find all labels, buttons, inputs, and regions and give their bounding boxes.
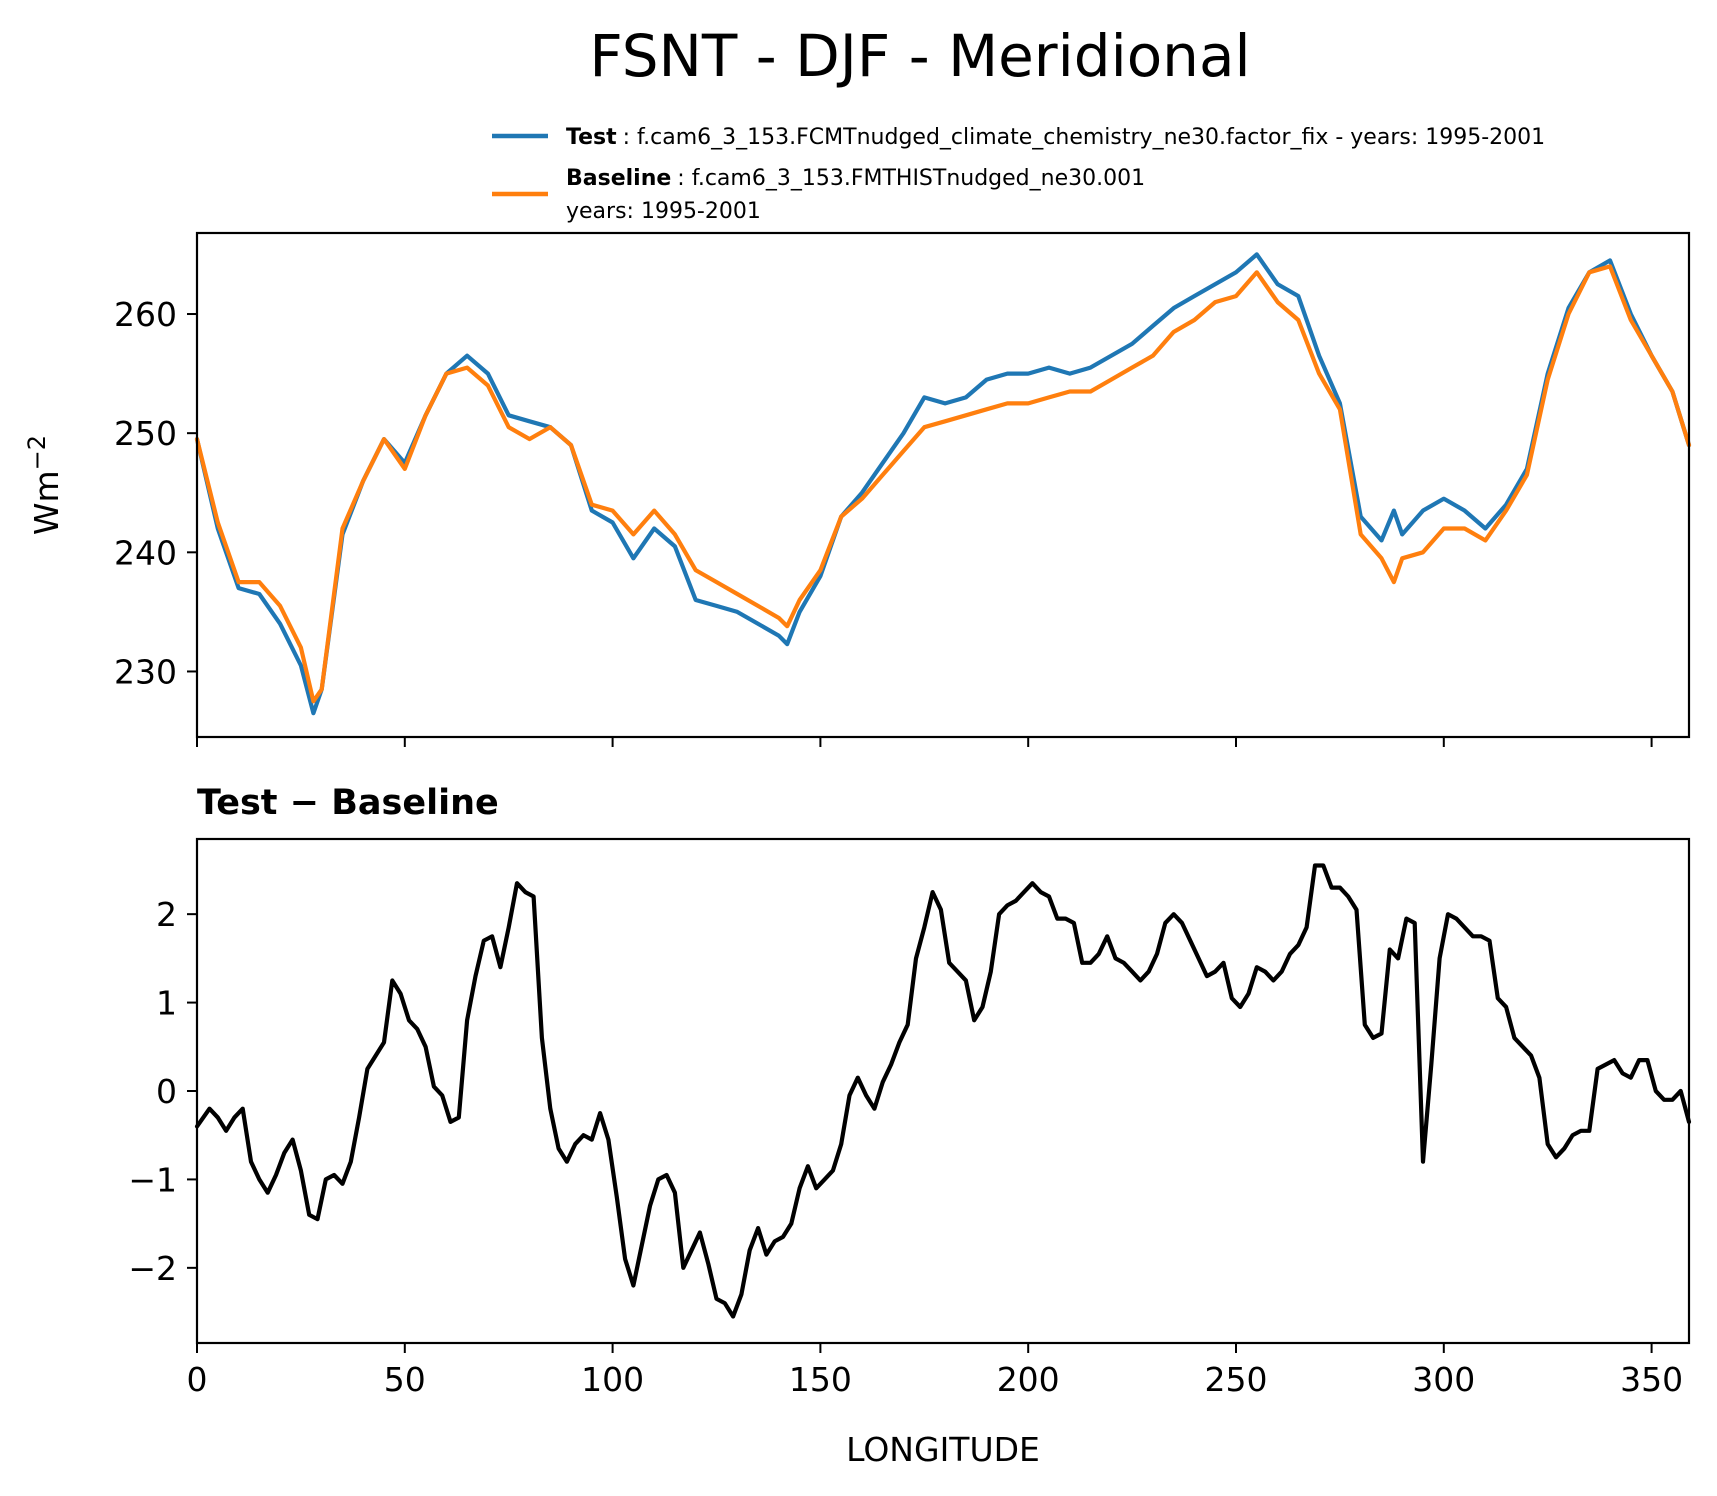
- bottom-y-tick-label: −1: [128, 1160, 177, 1199]
- top-y-tick-label: 260: [114, 295, 177, 334]
- legend-baseline-name: Baseline: [566, 166, 671, 191]
- bottom-x-tick-label: 350: [1620, 1360, 1683, 1399]
- bottom-x-axis-label: LONGITUDE: [846, 1430, 1040, 1469]
- top-y-axis-label-sup: −2: [23, 435, 51, 470]
- legend: Test: f.cam6_3_153.FCMTnudged_climate_ch…: [492, 125, 1545, 224]
- bottom-y-tick-label: 2: [156, 895, 177, 934]
- top-y-tick-label: 240: [114, 533, 177, 572]
- bottom-y-ticks: −2 −1 0 1 2: [128, 895, 197, 1288]
- top-y-tick-label: 250: [114, 414, 177, 453]
- top-y-axis-label-main: Wm: [27, 470, 66, 535]
- legend-test-desc: : f.cam6_3_153.FCMTnudged_climate_chemis…: [623, 125, 1546, 150]
- bottom-x-tick-label: 250: [1204, 1360, 1267, 1399]
- top-axes-frame: [195, 231, 1691, 739]
- bottom-x-tick-label: 50: [384, 1360, 426, 1399]
- legend-baseline-label-line2: years: 1995-2001: [566, 199, 761, 224]
- top-y-axis-label: Wm−2: [23, 435, 66, 535]
- bottom-x-tick-label: 0: [187, 1360, 208, 1399]
- bottom-series-line-test-baseline: [194, 863, 1692, 1319]
- top-y-tick-label: 230: [114, 652, 177, 691]
- bottom-y-tick-label: 1: [156, 984, 177, 1023]
- bottom-y-tick-label: 0: [156, 1072, 177, 1111]
- legend-test-label: Test: f.cam6_3_153.FCMTnudged_climate_ch…: [566, 125, 1545, 150]
- bottom-x-tick-label: 100: [581, 1360, 644, 1399]
- chart-title: FSNT - DJF - Meridional: [589, 22, 1250, 90]
- top-series-line-baseline: [194, 264, 1692, 704]
- bottom-x-ticks: 0 50 100 150 200 250 300 350: [187, 1343, 1683, 1399]
- bottom-axes-frame: [195, 837, 1691, 1345]
- legend-test-name: Test: [566, 125, 617, 150]
- top-x-ticks: [196, 737, 1653, 747]
- bottom-series-group: [194, 863, 1692, 1319]
- bottom-x-tick-label: 300: [1412, 1360, 1475, 1399]
- top-axes: 230 240 250 260 Wm−2: [23, 231, 1692, 747]
- top-y-ticks: 230 240 250 260: [114, 295, 197, 691]
- bottom-y-tick-label: −2: [128, 1249, 177, 1288]
- bottom-x-tick-label: 200: [997, 1360, 1060, 1399]
- bottom-x-tick-label: 150: [789, 1360, 852, 1399]
- bottom-subplot-title: Test − Baseline: [197, 783, 499, 823]
- top-series-group: [194, 252, 1692, 716]
- legend-baseline-desc: : f.cam6_3_153.FMTHISTnudged_ne30.001: [677, 166, 1145, 191]
- bottom-axes: Test − Baseline −2 −1 0 1 2 0 50 100 150 200 250 3…: [128, 783, 1692, 1469]
- legend-baseline-label: Baseline: f.cam6_3_153.FMTHISTnudged_ne3…: [566, 166, 1145, 191]
